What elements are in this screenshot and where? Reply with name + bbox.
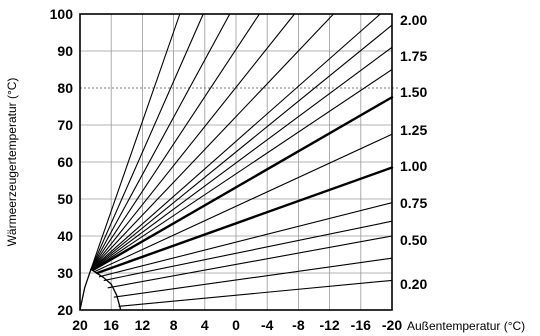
x-tick-label: 20 [72, 317, 88, 333]
plot-frame [79, 13, 393, 311]
y-axis-title: Wärmeerzeugertemperatur (°C) [5, 78, 19, 247]
y-tick-label: 30 [57, 265, 73, 281]
slope-label: 0.50 [400, 232, 427, 248]
curve-line-0-30 [113, 257, 393, 298]
curve-line-2-25 [90, 13, 335, 270]
curve-line-3-50 [90, 13, 181, 270]
curve-line-0-20 [118, 279, 393, 307]
y-tick-label: 60 [57, 154, 73, 170]
curve-line-1-00 [95, 166, 394, 275]
x-tick-label: 0 [232, 317, 240, 333]
x-tick-label: 12 [135, 317, 151, 333]
y-tick-label: 50 [57, 191, 73, 207]
curve-line-0-50 [107, 235, 393, 289]
curve-line-0-60 [103, 220, 393, 281]
grid-lines [79, 13, 393, 311]
slope-label: 1.75 [400, 48, 427, 64]
curve-line-2-75 [90, 13, 260, 270]
curve-line-1-25 [92, 96, 394, 271]
curve-slope-labels: 2.00 1.75 1.50 1.25 1.00 0.75 0.50 0.20 [400, 12, 427, 292]
x-tick-label: 8 [170, 317, 178, 333]
y-tick-labels: 20 30 40 50 60 70 80 90 100 [50, 6, 74, 318]
x-tick-label: 4 [201, 317, 209, 333]
curve-line-1-75 [91, 24, 393, 270]
y-tick-label: 70 [57, 117, 73, 133]
y-tick-label: 20 [57, 302, 73, 318]
curve-series-group [90, 13, 394, 307]
y-tick-label: 100 [50, 6, 74, 22]
slope-label: 1.50 [400, 84, 427, 100]
x-tick-label: -20 [382, 317, 402, 333]
curve-line-2-50 [90, 13, 296, 270]
origin-arc-group [79, 268, 122, 311]
curve-line-1-50 [91, 46, 393, 270]
slope-label: 2.00 [400, 12, 427, 28]
origin-arc [79, 268, 122, 311]
x-tick-label: -4 [261, 317, 274, 333]
y-tick-label: 40 [57, 228, 73, 244]
y-tick-label: 90 [57, 43, 73, 59]
x-tick-labels: 20 16 12 8 4 0 -4 -8 -12 -16 -20 [72, 317, 402, 333]
slope-label: 1.00 [400, 158, 427, 174]
slope-label: 1.25 [400, 122, 427, 138]
y-tick-label: 80 [57, 80, 73, 96]
slope-label: 0.20 [400, 276, 427, 292]
curve-line-1-10 [95, 133, 393, 272]
x-axis-title: Außentemperatur (°C) [407, 319, 525, 333]
x-tick-label: 16 [103, 317, 119, 333]
x-tick-label: -8 [292, 317, 305, 333]
curve-line-3-25 [90, 13, 204, 270]
curve-line-2-00 [90, 13, 381, 270]
curve-line-3-00 [90, 13, 231, 270]
curve-line-1-40 [92, 68, 393, 270]
curve-line-0-75 [98, 202, 393, 278]
slope-label: 0.75 [400, 195, 427, 211]
x-tick-label: -12 [319, 317, 339, 333]
x-tick-label: -16 [351, 317, 371, 333]
